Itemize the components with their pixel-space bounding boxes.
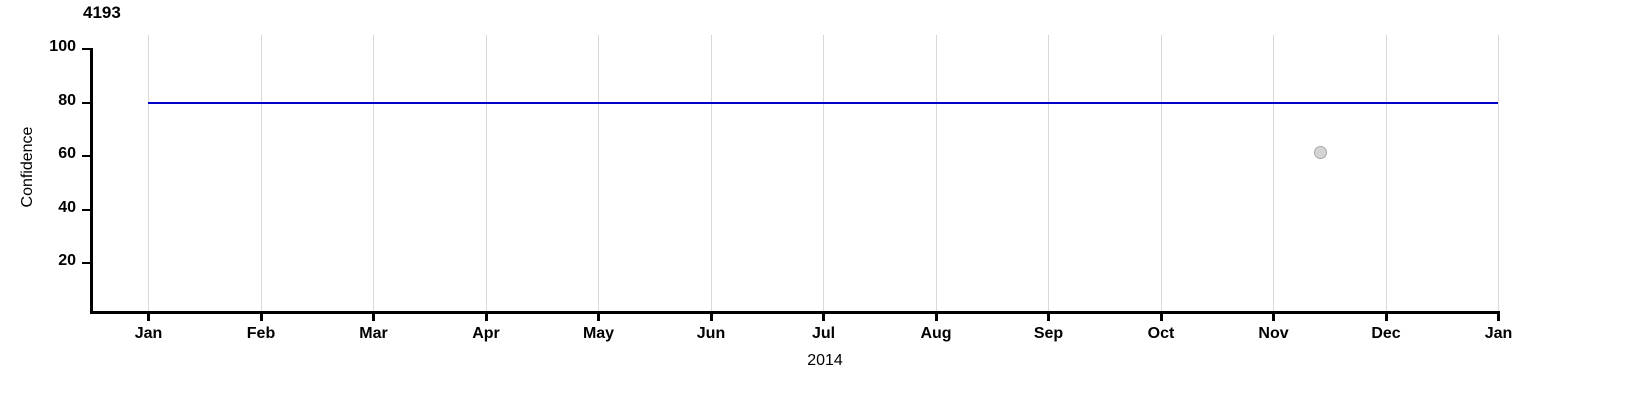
x-axis-tick: Sep [1034,311,1063,342]
x-axis-tick: Apr [472,311,500,342]
x-axis-tick: Jan [135,311,162,342]
x-axis-tick: May [583,311,614,342]
gridline-vertical [598,35,599,311]
y-axis-tick: 80 [58,92,90,109]
x-axis-tick: Feb [247,311,275,342]
gridline-vertical [1048,35,1049,311]
y-axis-line [90,48,93,311]
gridline-vertical [935,35,937,311]
gridline-vertical [823,35,824,311]
gridline-vertical [710,35,712,311]
x-axis-tick-label: Dec [1371,325,1401,342]
y-axis-tick-label: 100 [49,38,76,55]
x-axis-tick-label: Apr [472,325,500,342]
gridline-vertical [373,35,374,311]
gridline-vertical [1273,35,1274,311]
gridline-vertical [1385,35,1387,311]
x-axis-tick: Nov [1258,311,1289,342]
x-axis-tick: Jul [812,311,835,342]
x-axis-tick-label: Feb [246,325,276,342]
x-axis-tick-label: Nov [1258,325,1289,342]
x-axis-tick-label: Aug [920,325,952,342]
y-axis-tick: 100 [49,38,90,55]
threshold-line [148,101,1498,104]
x-axis-title: 2014 [807,352,843,369]
x-axis-tick-label: Sep [1033,325,1064,342]
gridline-vertical [1498,35,1499,311]
x-axis-line [90,311,1498,314]
y-axis-title: Confidence [19,126,36,208]
y-axis-tick-label: 60 [58,145,76,162]
chart-title: 4193 [83,3,121,22]
data-point[interactable] [1313,145,1327,159]
y-axis-tick-label: 20 [58,252,76,269]
x-axis-tick-label: Jan [1484,325,1513,342]
x-axis-tick-label: Jun [696,325,726,342]
y-axis-tick: 60 [58,145,90,162]
gridline-vertical [260,35,262,311]
x-axis-tick-label: Jan [134,325,163,342]
x-axis-tick-label: Mar [359,325,388,342]
x-axis-tick-label: Oct [1147,325,1175,342]
x-axis-tick: Oct [1148,311,1174,342]
y-axis-tick-label: 80 [58,91,76,109]
y-axis-tick: 40 [58,199,90,216]
y-axis-tick-label: 40 [58,198,76,216]
x-axis-tick: Dec [1371,311,1401,342]
x-axis-tick: Jun [697,311,725,342]
plot-area: 20 40 60 80 100 Jan Feb Mar Apr May Jun Jul Aug Sep O… [49,26,1512,342]
gridline-vertical [485,35,487,311]
gridline-vertical [1160,35,1162,311]
x-axis-tick: Jan [1485,311,1512,342]
x-axis-tick: Aug [920,311,952,342]
x-axis-tick-label: Jul [811,325,836,342]
x-axis-tick-label: May [582,325,615,342]
gridline-vertical [148,35,149,311]
y-axis-tick: 20 [58,252,90,269]
x-axis-tick: Mar [359,311,388,342]
